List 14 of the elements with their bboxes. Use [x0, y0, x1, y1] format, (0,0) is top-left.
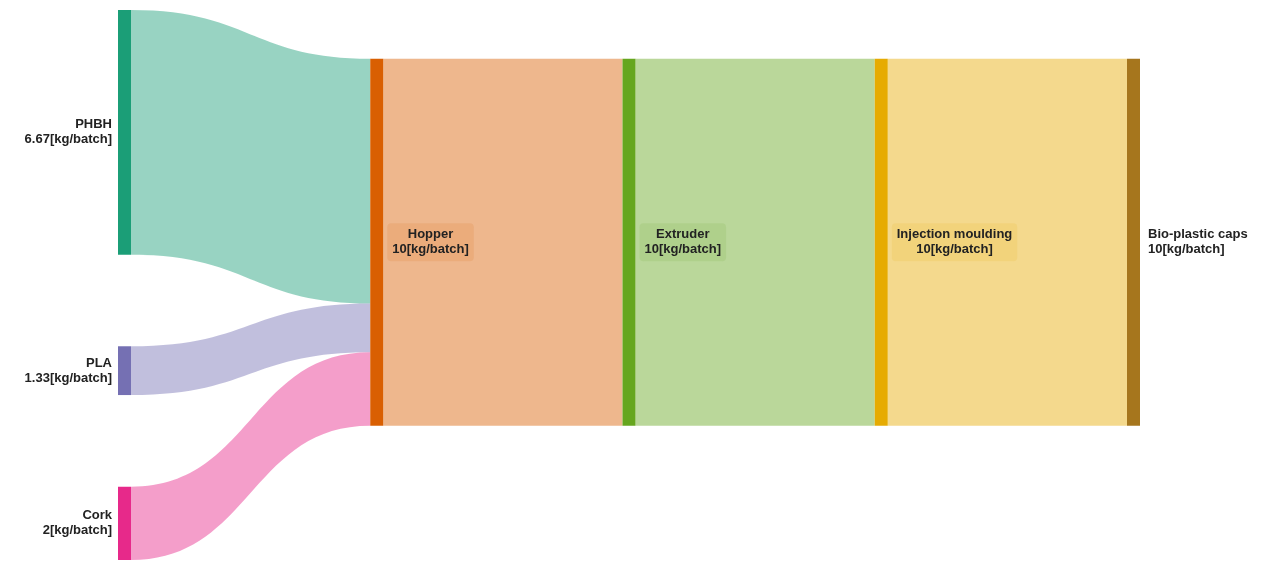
data-label: 2[kg/batch] [42, 522, 112, 538]
data-label: 10[kg/batch] [916, 241, 993, 257]
category-label: Cork [82, 507, 113, 523]
category-label: PHBH [75, 116, 112, 132]
data-label: 6.67[kg/batch] [24, 131, 112, 147]
category-label: Bio-plastic caps [1148, 226, 1248, 242]
data-label: 10[kg/batch] [644, 241, 722, 257]
category-label: PLA [86, 354, 113, 370]
data-label: 1.33[kg/batch] [24, 369, 112, 385]
category-label: Hopper [407, 226, 454, 242]
category-label: Extruder [656, 226, 710, 242]
category-label: Injection moulding [896, 226, 1013, 242]
data-label: 10[kg/batch] [392, 241, 469, 257]
data-label: 10[kg/batch] [1148, 241, 1225, 257]
